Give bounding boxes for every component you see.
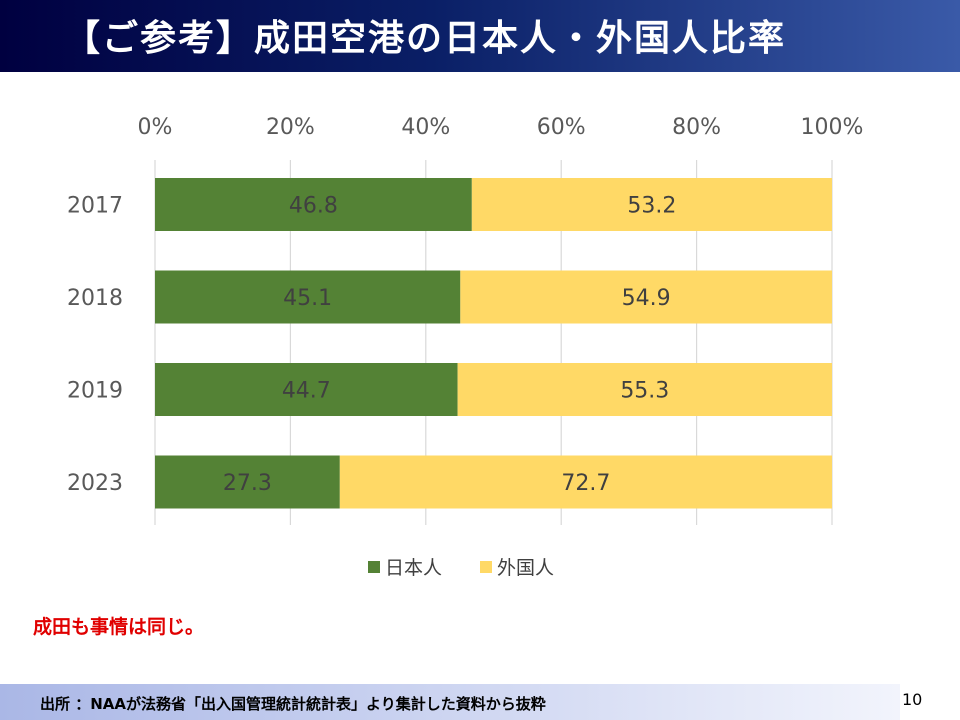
bar-segment	[471, 178, 832, 231]
legend-swatch	[368, 561, 380, 573]
data-label: 53.2	[627, 194, 676, 219]
data-label: 44.7	[282, 379, 331, 404]
x-tick-label: 60%	[537, 115, 586, 140]
bar-segment	[155, 270, 461, 324]
data-label: 45.1	[283, 286, 332, 311]
legend-label: 日本人	[385, 557, 442, 579]
data-label: 54.9	[622, 286, 671, 311]
bar-segment	[339, 455, 832, 509]
data-label: 55.3	[620, 379, 669, 404]
source-text: 出所 ：NAAが法務省「出入国管理統計統計表」より集計した資料から抜粋	[40, 695, 546, 713]
y-category-label: 2019	[67, 379, 123, 404]
y-category-label: 2018	[67, 286, 123, 311]
bar-segment	[155, 363, 458, 416]
y-category-label: 2017	[67, 194, 123, 219]
page-number: 10	[902, 690, 923, 709]
y-category-label: 2023	[67, 471, 123, 496]
bar-segment	[155, 455, 340, 509]
data-label: 27.3	[223, 471, 272, 496]
bar-segment	[155, 178, 472, 231]
note-text: 成田も事情は同じ。	[33, 616, 205, 638]
bar-segment	[457, 363, 832, 416]
data-label: 46.8	[289, 194, 338, 219]
x-tick-label: 100%	[801, 115, 864, 140]
x-tick-label: 0%	[138, 115, 173, 140]
x-tick-label: 20%	[266, 115, 315, 140]
title-bar: 【ご参考】成田空港の日本人・外国人比率	[0, 0, 960, 72]
stacked-bar-chart: 0% 20% 40% 60% 80% 100% 2017 46.8 53.2 2018 45.1 54…	[67, 115, 864, 579]
x-tick-label: 40%	[401, 115, 450, 140]
footer-bar: 出所 ：NAAが法務省「出入国管理統計統計表」より集計した資料から抜粋	[0, 684, 900, 720]
legend-swatch	[480, 561, 492, 573]
slide-title: 【ご参考】成田空港の日本人・外国人比率	[64, 18, 787, 59]
legend-label: 外国人	[497, 557, 554, 579]
bar-segment	[460, 270, 832, 324]
data-label: 72.7	[561, 471, 610, 496]
x-tick-label: 80%	[672, 115, 721, 140]
